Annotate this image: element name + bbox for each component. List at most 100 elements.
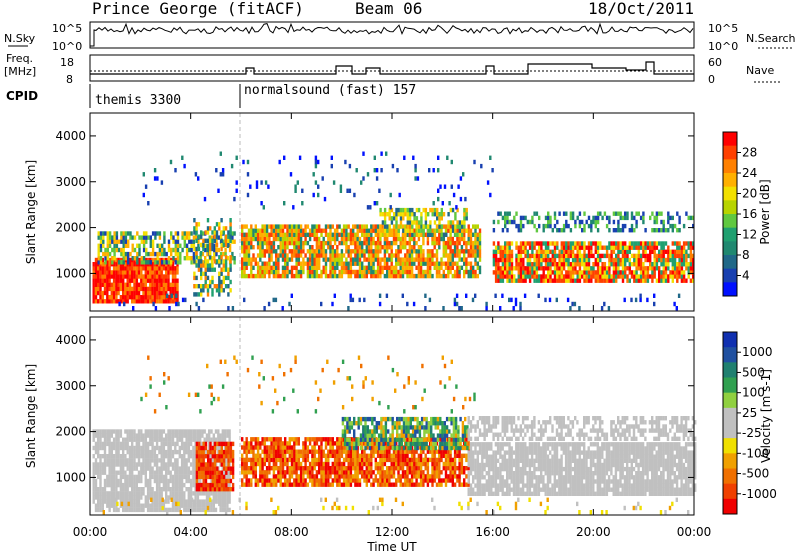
range-gate-cell: [218, 478, 221, 484]
range-gate-cell: [447, 245, 450, 250]
range-gate-cell: [504, 223, 507, 229]
range-gate-cell: [220, 470, 223, 475]
range-gate-cell: [352, 269, 355, 275]
range-gate-cell: [174, 257, 177, 263]
range-gate-cell: [215, 239, 218, 244]
range-gate-cell: [501, 215, 505, 221]
range-gate-cell: [395, 236, 398, 242]
range-gate-cell: [417, 245, 421, 250]
range-gate-cell: [263, 265, 266, 270]
range-gate-cell: [155, 458, 159, 463]
range-gate-cell: [420, 220, 423, 225]
range-gate-cell: [261, 461, 264, 467]
range-gate-cell: [547, 211, 550, 216]
range-gate-cell: [101, 499, 104, 504]
range-gate-cell: [167, 487, 170, 492]
range-gate-cell: [187, 478, 190, 484]
range-gate-cell: [392, 253, 396, 258]
range-gate-cell: [158, 445, 161, 451]
range-gate-cell: [336, 457, 339, 463]
range-gate-cell: [348, 188, 352, 193]
range-gate-cell: [601, 215, 604, 221]
range-gate-cell: [231, 306, 235, 311]
range-gate-cell: [103, 482, 107, 488]
range-gate-cell: [311, 228, 314, 233]
range-gate-cell: [329, 441, 332, 446]
range-gate-cell: [223, 433, 227, 438]
range-gate-cell: [117, 449, 120, 455]
range-gate-cell: [122, 491, 125, 496]
range-gate-cell: [195, 454, 199, 459]
range-gate-cell: [392, 273, 396, 279]
range-gate-cell: [427, 224, 430, 229]
range-gate-cell: [119, 441, 123, 447]
range-gate-cell: [295, 232, 298, 237]
range-gate-cell: [610, 257, 613, 263]
range-gate-cell: [361, 249, 364, 254]
range-gate-cell: [383, 240, 387, 246]
range-gate-cell: [189, 495, 193, 500]
range-gate-cell: [365, 269, 368, 275]
range-gate-cell: [265, 228, 269, 233]
range-gate-cell: [329, 240, 332, 246]
range-gate-cell: [412, 301, 416, 307]
range-gate-cell: [241, 236, 244, 242]
range-gate-cell: [151, 247, 155, 253]
range-gate-cell: [122, 278, 125, 283]
range-gate-cell: [463, 261, 466, 266]
range-gate-cell: [581, 257, 584, 263]
range-gate-cell: [450, 159, 453, 165]
range-gate-cell: [370, 236, 373, 242]
range-gate-cell: [354, 273, 357, 279]
range-gate-cell: [336, 232, 339, 237]
range-gate-cell: [183, 491, 186, 496]
range-gate-cell: [213, 230, 216, 235]
range-gate-cell: [245, 261, 248, 266]
range-gate-cell: [162, 437, 166, 442]
range-gate-cell: [381, 212, 385, 217]
range-gate-cell: [247, 273, 251, 279]
range-gate-cell: [676, 241, 679, 246]
range-gate-cell: [144, 286, 147, 292]
range-gate-cell: [165, 507, 168, 513]
range-gate-cell: [155, 487, 159, 492]
range-gate-cell: [219, 445, 222, 451]
range-gate-cell: [233, 260, 236, 265]
range-gate-cell: [250, 228, 253, 233]
range-gate-cell: [367, 228, 371, 233]
range-gate-cell: [458, 220, 462, 225]
range-gate-cell: [277, 269, 280, 275]
range-gate-cell: [514, 297, 518, 303]
range-gate-cell: [424, 212, 428, 217]
range-gate-cell: [581, 245, 584, 250]
range-gate-cell: [596, 257, 600, 263]
range-gate-cell: [333, 253, 337, 258]
range-gate-cell: [542, 274, 545, 279]
range-gate-cell: [354, 269, 357, 275]
range-gate-cell: [103, 278, 107, 283]
range-gate-cell: [463, 224, 466, 229]
range-gate-cell: [533, 211, 536, 216]
range-gate-cell: [208, 433, 211, 438]
range-gate-cell: [195, 292, 198, 297]
range-gate-cell: [275, 441, 278, 446]
range-gate-cell: [178, 470, 181, 475]
range-gate-cell: [680, 257, 684, 263]
range-gate-cell: [92, 462, 95, 467]
range-gate-cell: [115, 257, 118, 263]
range-gate-cell: [578, 223, 582, 229]
range-gate-cell: [126, 491, 129, 496]
range-gate-cell: [313, 466, 316, 471]
range-gate-cell: [252, 253, 255, 258]
range-gate-cell: [299, 453, 303, 458]
range-gate-cell: [336, 482, 339, 487]
range-gate-cell: [128, 282, 132, 287]
range-gate-cell: [313, 445, 316, 450]
range-gate-cell: [424, 224, 428, 229]
range-gate-cell: [110, 470, 113, 475]
range-gate-cell: [370, 224, 373, 229]
range-gate-cell: [596, 241, 600, 246]
range-gate-cell: [195, 226, 198, 231]
range-gate-cell: [353, 192, 356, 198]
range-gate-cell: [222, 279, 225, 285]
